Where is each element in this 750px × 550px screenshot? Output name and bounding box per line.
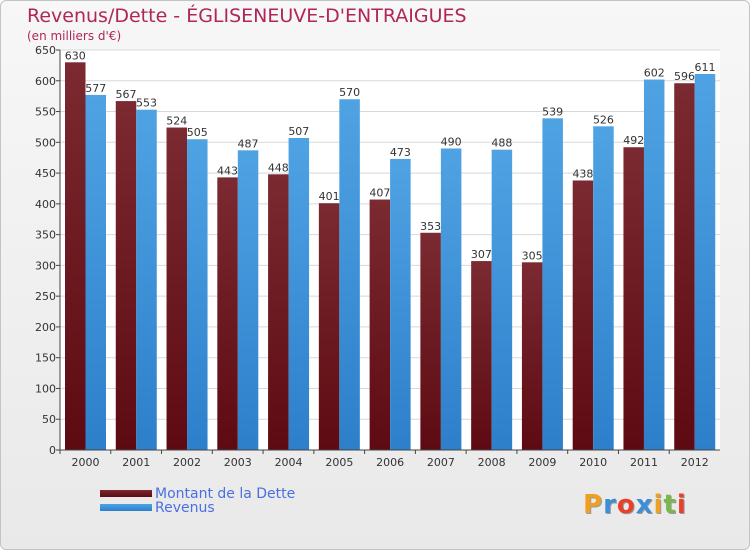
bar-debt (521, 262, 543, 450)
x-tick-label: 2009 (528, 456, 556, 469)
bar-revenue (542, 118, 563, 451)
data-label-debt: 596 (674, 70, 695, 83)
y-tick-label: 350 (35, 229, 56, 242)
bar-revenue (440, 148, 462, 450)
y-tick-label: 0 (49, 444, 56, 457)
data-label-revenue: 488 (491, 137, 512, 150)
bar-revenue (85, 94, 106, 450)
data-label-debt: 443 (217, 164, 238, 177)
data-label-debt: 305 (522, 249, 543, 262)
data-label-debt: 524 (166, 115, 187, 128)
data-label-revenue: 507 (288, 125, 309, 138)
proxiti-logo: Proxiti (583, 490, 687, 520)
y-tick-label: 650 (35, 44, 56, 57)
bar-revenue (339, 99, 360, 450)
legend-label-debt: Montant de la Dette (155, 486, 296, 502)
data-label-debt: 307 (471, 248, 492, 261)
data-label-debt: 630 (65, 49, 86, 62)
bar-revenue (136, 109, 157, 450)
legend-swatch-debt (100, 490, 152, 497)
data-label-debt: 567 (116, 88, 137, 101)
y-tick-label: 600 (35, 75, 56, 88)
bar-revenue (643, 79, 665, 451)
y-tick-label: 300 (35, 259, 56, 272)
bar-revenue (694, 74, 716, 450)
data-label-debt: 492 (623, 134, 644, 147)
bar-debt (369, 199, 391, 450)
data-label-debt: 448 (268, 161, 289, 174)
x-tick-label: 2004 (275, 456, 303, 469)
x-tick-label: 2001 (122, 456, 150, 469)
bar-debt (65, 62, 86, 451)
x-tick-label: 2000 (72, 456, 100, 469)
logo-letter: i (676, 490, 687, 520)
bar-debt (268, 174, 289, 451)
bar-debt (318, 203, 340, 450)
bar-debt (217, 177, 238, 450)
data-label-revenue: 539 (542, 105, 563, 118)
y-tick-label: 50 (42, 413, 56, 426)
data-label-revenue: 505 (187, 126, 208, 139)
y-tick-label: 500 (35, 136, 56, 149)
bar-debt (471, 261, 492, 450)
bar-revenue (187, 139, 208, 450)
logo-letter: P (583, 490, 604, 520)
legend-swatch-revenue (100, 504, 152, 511)
x-tick-label: 2006 (376, 456, 404, 469)
y-tick-label: 450 (35, 167, 56, 180)
logo-letter: t (663, 490, 677, 520)
y-tick-label: 100 (35, 382, 56, 395)
y-tick-label: 250 (35, 290, 56, 303)
data-label-revenue: 487 (238, 137, 259, 150)
y-tick-label: 150 (35, 352, 56, 365)
data-label-debt: 438 (572, 167, 593, 180)
data-label-revenue: 526 (593, 113, 614, 126)
bar-revenue (390, 158, 411, 450)
logo-letter: x (635, 490, 654, 520)
data-label-revenue: 490 (441, 135, 462, 148)
x-tick-label: 2007 (427, 456, 455, 469)
y-tick-label: 550 (35, 106, 56, 119)
bar-debt (674, 83, 695, 450)
bar-debt (166, 127, 188, 451)
data-label-revenue: 553 (136, 97, 157, 110)
legend-label-revenue: Revenus (155, 500, 215, 516)
bar-revenue (237, 150, 259, 451)
x-tick-label: 2003 (224, 456, 252, 469)
logo-letter: o (616, 490, 636, 520)
data-label-revenue: 570 (339, 86, 360, 99)
bar-revenue (491, 149, 513, 450)
y-tick-label: 400 (35, 198, 56, 211)
bar-debt (572, 180, 594, 450)
chart-title: Revenus/Dette - ÉGLISENEUVE-D'ENTRAIGUES (27, 5, 467, 27)
data-label-debt: 401 (319, 190, 340, 203)
chart-subtitle: (en milliers d'€) (27, 29, 122, 43)
bar-revenue (288, 138, 310, 450)
logo-letter: r (603, 490, 617, 520)
bar-debt (420, 232, 441, 450)
data-label-debt: 407 (369, 187, 390, 200)
y-tick-label: 200 (35, 321, 56, 334)
x-tick-label: 2012 (681, 456, 709, 469)
logo-letter: i (653, 490, 664, 520)
data-label-revenue: 577 (85, 82, 106, 95)
bar-revenue (593, 126, 614, 451)
x-tick-label: 2005 (325, 456, 353, 469)
bar-debt (623, 147, 644, 450)
data-label-debt: 353 (420, 220, 441, 233)
x-tick-label: 2002 (173, 456, 201, 469)
x-tick-label: 2010 (579, 456, 607, 469)
data-label-revenue: 611 (694, 61, 715, 74)
data-label-revenue: 602 (644, 67, 665, 80)
x-tick-label: 2008 (478, 456, 506, 469)
x-tick-label: 2011 (630, 456, 658, 469)
data-label-revenue: 473 (390, 146, 411, 159)
bar-debt (115, 101, 137, 451)
